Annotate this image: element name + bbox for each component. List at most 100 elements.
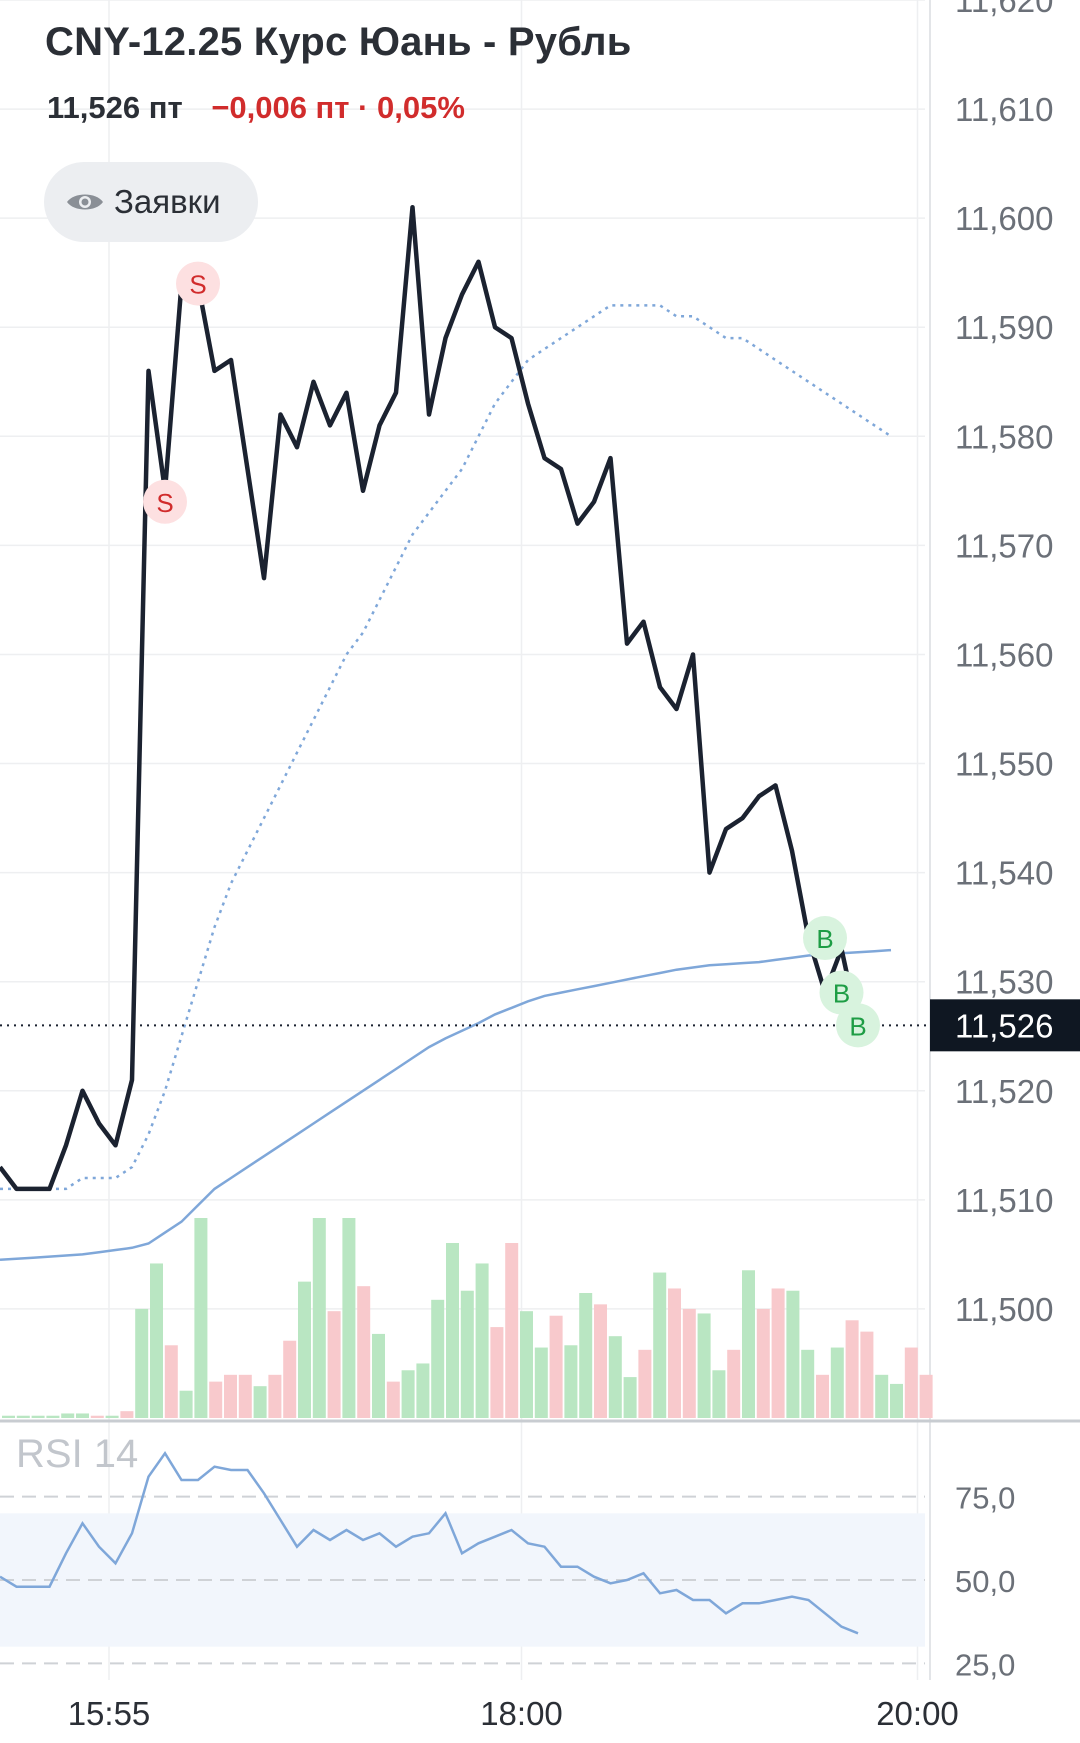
volume-bar [253,1386,267,1418]
y-tick-label: 11,610 [955,91,1053,128]
y-tick-label: 11,520 [955,1073,1053,1110]
volume-bar [860,1331,874,1418]
volume-bar [416,1363,430,1418]
volume-bar [742,1270,755,1418]
y-tick-label: 11,540 [955,855,1053,892]
y-tick-label: 11,620 [955,0,1053,19]
volume-bar [875,1374,889,1418]
rsi-tick-label: 50,0 [955,1564,1015,1599]
instrument-title: CNY-12.25 Курс Юань - Рубль [45,20,632,64]
volume-bar [312,1218,326,1418]
current-price-badge [930,999,1080,1052]
y-tick-label: 11,600 [955,200,1053,237]
marker-label: S [189,270,206,300]
y-tick-label: 11,560 [955,636,1053,673]
volume-bar [697,1313,711,1418]
volume-bar [564,1345,578,1418]
y-tick-label: 11,580 [955,418,1053,455]
volume-bar [446,1243,459,1418]
volume-bar [224,1374,237,1418]
volume-bar [682,1308,696,1418]
volume-bar [31,1415,45,1418]
volume-bar [120,1411,134,1418]
volume-bar [505,1243,519,1418]
buy-marker [803,916,847,961]
price-change: −0,006 пт · 0,05% [211,90,465,125]
volume-bar [919,1374,933,1418]
volume-bar [194,1218,208,1418]
volume-bar [904,1347,918,1418]
volume-bar [475,1263,489,1418]
volume-bar [816,1374,829,1418]
volume-bar [238,1374,252,1418]
ma-long-line [0,948,892,1262]
y-tick-label: 11,570 [955,527,1053,564]
volume-bar [830,1347,844,1418]
volume-bar [46,1415,60,1418]
rsi-tick-label: 75,0 [955,1481,1015,1516]
volume-bar [2,1415,15,1418]
volume-bar [150,1263,163,1418]
volume-bar [179,1390,193,1418]
marker-label: S [156,488,173,518]
y-tick-label: 11,550 [955,746,1053,783]
marker-label: B [816,924,833,954]
volume-bar [135,1308,149,1418]
orders-button-label: Заявки [114,183,221,220]
volume-bar [608,1336,622,1418]
chart-header: CNY-12.25 Курс Юань - Рубль [45,20,632,65]
volume-bar [105,1415,119,1418]
marker-label: B [833,979,850,1009]
volume-bar [890,1383,903,1418]
volume-bar [727,1349,741,1418]
volume-bar [771,1288,785,1418]
volume-bar [534,1347,548,1418]
volume-bar [490,1327,504,1418]
sell-marker [143,479,187,524]
volume-bar [327,1311,341,1418]
orders-button[interactable]: Заявки [44,162,258,242]
volume-bar [520,1311,533,1418]
marker-label: B [849,1011,866,1041]
rsi-label: RSI 14 [16,1432,139,1476]
rsi-line [0,1451,859,1635]
x-tick-label: 15:55 [68,1695,151,1732]
volume-bar [653,1272,667,1418]
volume-bar [90,1415,104,1418]
volume-bar [801,1349,815,1418]
buy-marker [819,970,864,1015]
volume-bar [16,1415,30,1418]
volume-bar [76,1413,89,1418]
volume-bar [401,1370,415,1418]
current-price-label: 11,526 [955,1007,1053,1044]
x-tick-label: 20:00 [876,1695,959,1732]
y-tick-label: 11,590 [955,309,1053,346]
y-tick-label: 11,530 [955,964,1053,1001]
volume-bar [579,1293,593,1418]
volume-bar [386,1381,400,1418]
volume-bar [594,1304,607,1418]
rsi-tick-label: 25,0 [955,1647,1015,1682]
volume-bar [638,1349,652,1418]
volume-bar [623,1377,637,1418]
volume-bar [460,1290,474,1418]
volume-bar [549,1315,563,1418]
volume-bar [164,1345,178,1418]
volume-bar [668,1288,681,1418]
volume-bar [357,1286,371,1418]
volume-bar [431,1299,445,1418]
last-price: 11,526 пт [47,90,183,125]
volume-bar [342,1218,356,1418]
volume-bar [209,1381,223,1418]
y-tick-label: 11,500 [955,1291,1053,1328]
price-line [0,204,861,1192]
volume-bar [298,1281,311,1418]
volume-bar [756,1308,770,1418]
x-tick-label: 18:00 [480,1695,563,1732]
sell-marker [176,261,220,306]
eye-icon [67,194,103,210]
y-tick-label: 11,510 [955,1182,1053,1219]
buy-marker [836,1003,880,1048]
volume-bar [845,1320,859,1418]
